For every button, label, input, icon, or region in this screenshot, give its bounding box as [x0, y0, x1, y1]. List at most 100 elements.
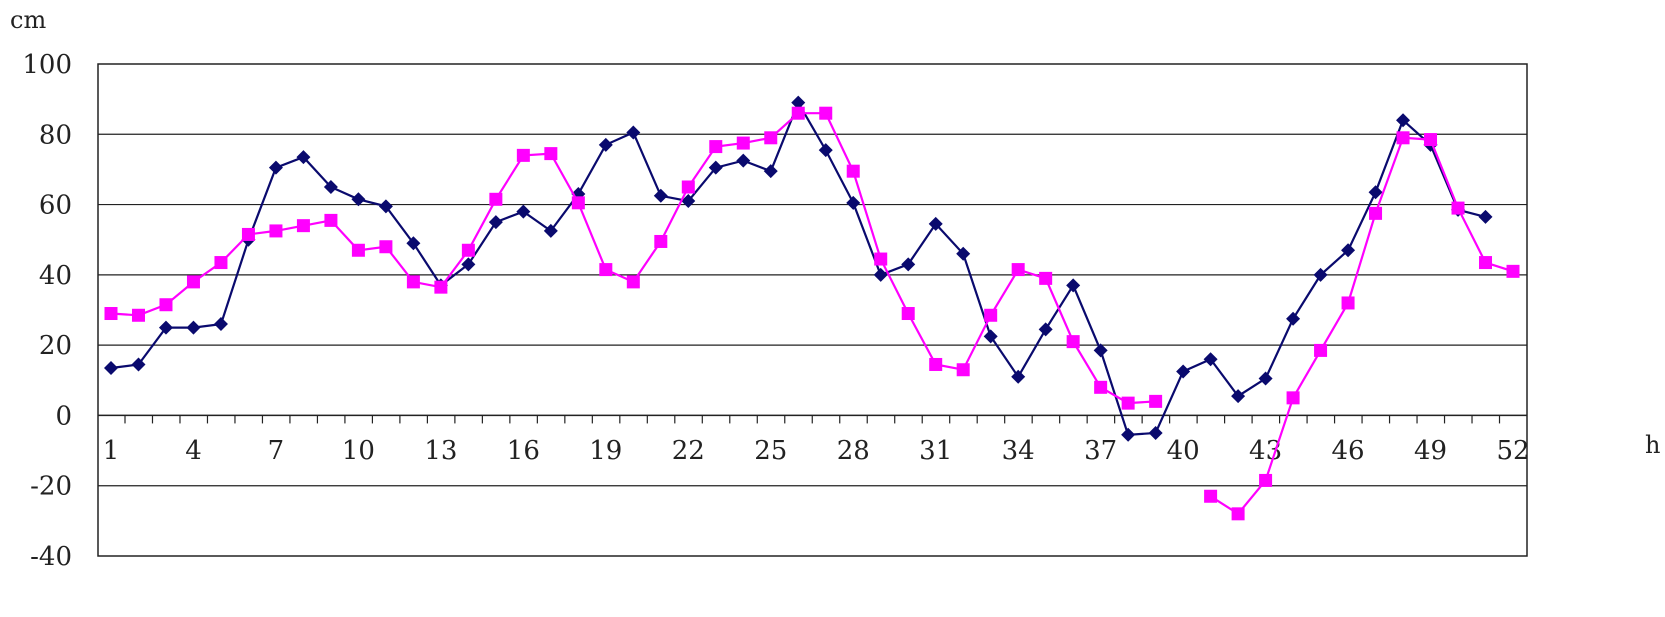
data-point — [1286, 391, 1300, 405]
data-point — [928, 216, 943, 231]
data-point — [818, 143, 833, 158]
data-point — [1149, 394, 1163, 408]
data-point — [1039, 271, 1053, 285]
x-tick-label: 4 — [185, 436, 202, 466]
data-point — [874, 252, 888, 266]
data-point — [791, 106, 805, 120]
data-point — [269, 224, 283, 238]
data-point — [1369, 206, 1383, 220]
data-point — [104, 307, 118, 321]
data-point — [379, 240, 393, 254]
data-point — [296, 219, 310, 233]
data-point — [626, 125, 641, 140]
data-point — [984, 308, 998, 322]
data-point — [901, 257, 916, 272]
data-point — [406, 236, 421, 251]
y-tick-label: 0 — [55, 401, 72, 431]
x-tick-label: 25 — [754, 436, 787, 466]
data-point — [1038, 322, 1053, 337]
x-tick-label: 46 — [1332, 436, 1365, 466]
x-tick-label: 10 — [342, 436, 375, 466]
data-point — [708, 160, 723, 175]
x-tick-label: 31 — [919, 436, 952, 466]
data-point — [653, 188, 668, 203]
data-point — [461, 257, 476, 272]
series-2 — [104, 106, 1520, 521]
y-tick-label: 40 — [39, 261, 72, 291]
data-point — [543, 223, 558, 238]
data-point — [1011, 369, 1026, 384]
series-1 — [104, 95, 1493, 442]
data-point — [213, 317, 228, 332]
y-tick-label: -20 — [30, 472, 72, 502]
data-point — [1479, 256, 1493, 270]
data-point — [1424, 133, 1438, 147]
data-point — [324, 213, 338, 227]
data-point — [846, 195, 861, 210]
data-point — [1148, 426, 1163, 440]
data-point — [488, 215, 503, 230]
y-tick-label: -40 — [30, 542, 72, 572]
data-point — [406, 275, 420, 289]
data-point — [1231, 507, 1245, 521]
data-point — [956, 246, 971, 261]
x-tick-label: 49 — [1414, 436, 1447, 466]
x-tick-label: 52 — [1496, 436, 1529, 466]
data-point — [159, 298, 173, 312]
data-point — [296, 150, 311, 165]
data-point — [1506, 264, 1520, 278]
data-point — [1313, 267, 1328, 282]
data-point — [1451, 201, 1465, 215]
x-axis-unit: h — [1645, 431, 1660, 459]
data-point — [956, 363, 970, 377]
x-tick-label: 43 — [1249, 436, 1282, 466]
data-point — [1176, 364, 1191, 379]
data-point — [1011, 263, 1025, 277]
data-point — [709, 140, 723, 154]
data-point — [186, 275, 200, 289]
data-point — [1204, 489, 1218, 503]
data-point — [378, 199, 393, 214]
data-point — [1368, 185, 1383, 200]
data-point — [214, 256, 228, 270]
data-point — [873, 267, 888, 282]
data-point — [131, 308, 145, 322]
data-point — [1396, 113, 1411, 128]
data-point — [626, 275, 640, 289]
data-point — [1231, 389, 1246, 404]
data-point — [819, 106, 833, 120]
data-point — [1094, 380, 1108, 394]
data-point — [241, 227, 255, 241]
x-tick-label: 28 — [837, 436, 870, 466]
y-tick-label: 60 — [39, 191, 72, 221]
data-point — [1093, 343, 1108, 358]
x-tick-label: 40 — [1167, 436, 1200, 466]
data-point — [1258, 371, 1273, 386]
x-tick-label: 34 — [1002, 436, 1035, 466]
data-point — [1396, 131, 1410, 145]
data-point — [434, 280, 448, 294]
x-axis-tick-labels: 1 4 7 10 13 16 19 22 25 28 31 34 37 40 43 46 49 52 — [103, 436, 1530, 466]
data-point — [736, 136, 750, 150]
x-axis-ticks — [124, 415, 1501, 424]
data-point — [1259, 473, 1273, 487]
data-point — [1121, 427, 1136, 442]
data-point — [268, 160, 283, 175]
data-point — [1066, 335, 1080, 349]
y-tick-label: 80 — [39, 120, 72, 150]
data-point — [351, 243, 365, 257]
data-point — [186, 320, 201, 335]
data-point — [158, 320, 173, 335]
data-point — [846, 164, 860, 178]
x-tick-label: 16 — [507, 436, 540, 466]
data-point — [1066, 278, 1081, 293]
x-tick-label: 7 — [268, 436, 285, 466]
data-point — [764, 131, 778, 145]
data-point — [1314, 343, 1328, 357]
data-point — [654, 234, 668, 248]
data-point — [1478, 209, 1493, 224]
data-point — [104, 360, 118, 375]
y-axis-unit: cm — [10, 6, 46, 34]
x-tick-label: 1 — [103, 436, 120, 466]
